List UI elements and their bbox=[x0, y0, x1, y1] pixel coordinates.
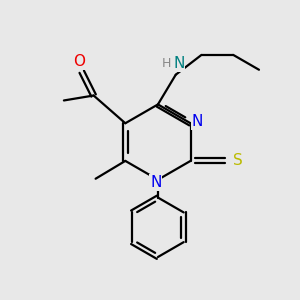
Text: N: N bbox=[173, 56, 184, 71]
Text: N: N bbox=[192, 114, 203, 129]
Text: S: S bbox=[233, 153, 243, 168]
Text: H: H bbox=[162, 57, 172, 70]
Text: O: O bbox=[73, 54, 85, 69]
Text: N: N bbox=[150, 175, 162, 190]
